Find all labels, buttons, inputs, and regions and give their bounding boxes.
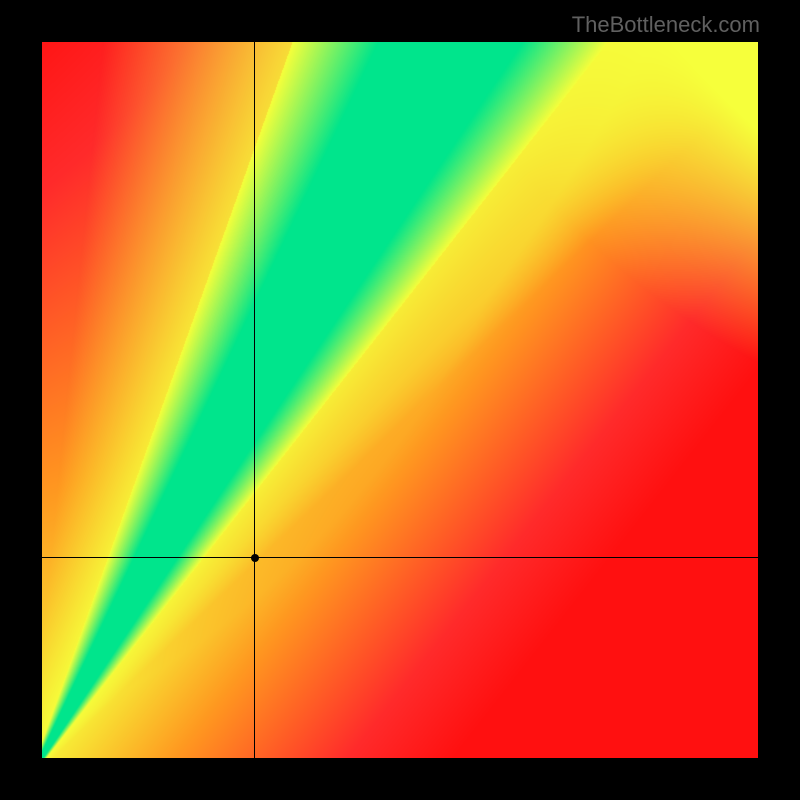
plot-border <box>40 40 760 760</box>
crosshair-vertical <box>254 40 255 760</box>
watermark-text: TheBottleneck.com <box>572 12 760 38</box>
crosshair-marker <box>251 554 259 562</box>
crosshair-horizontal <box>40 557 760 558</box>
